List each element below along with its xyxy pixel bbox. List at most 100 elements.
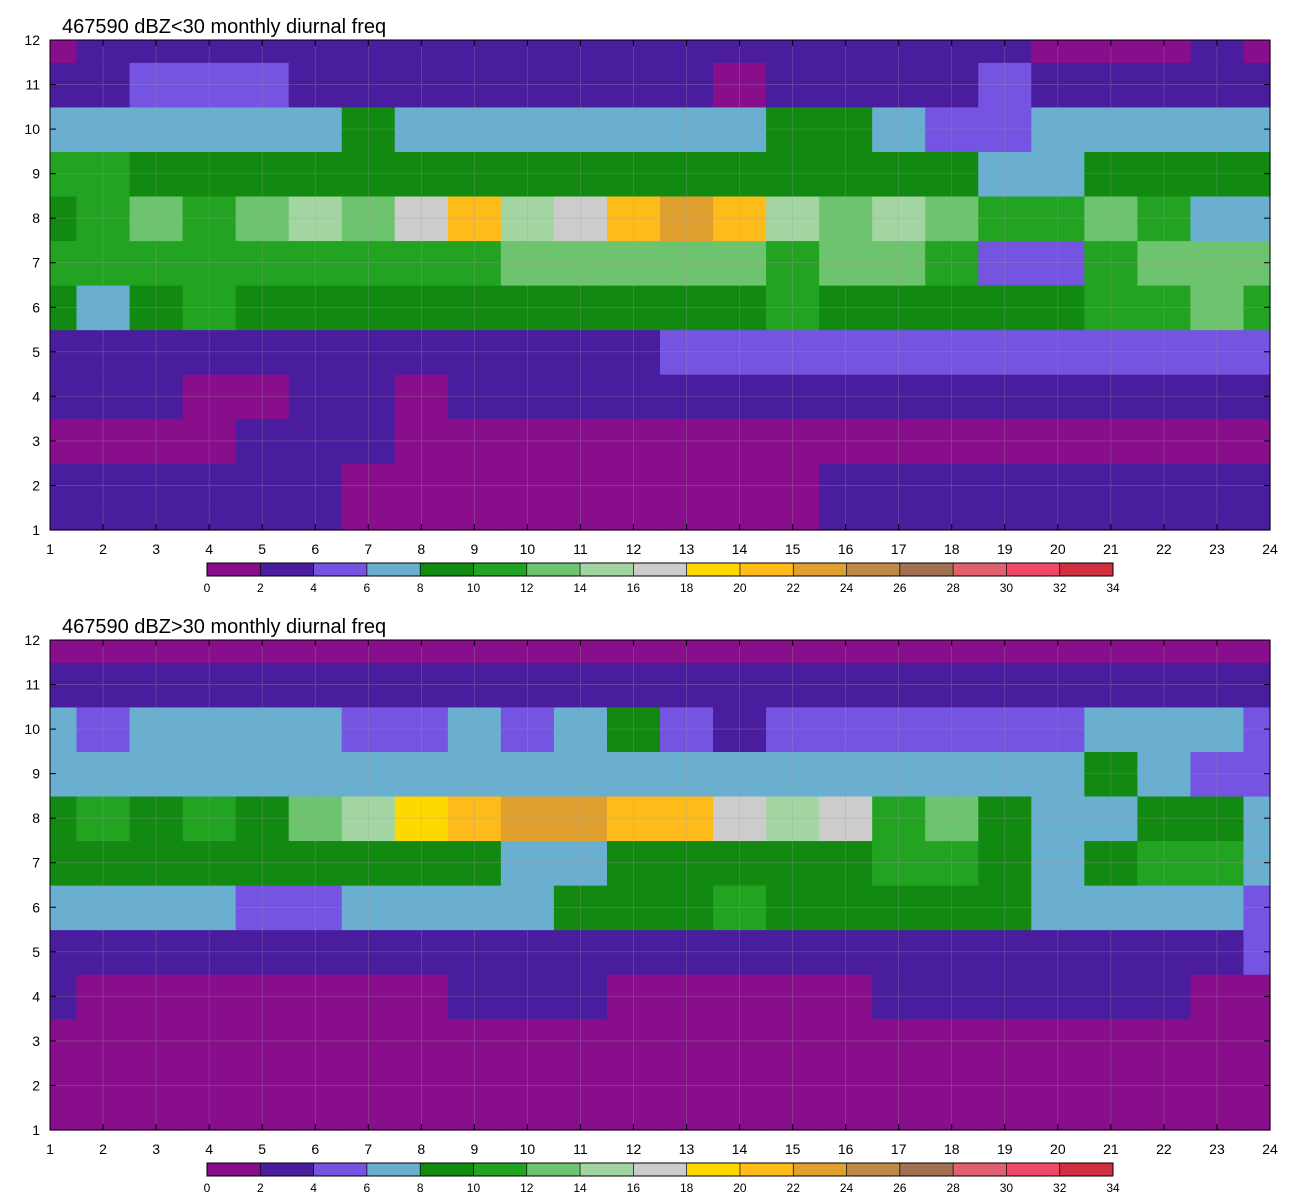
x-tick-label: 6 — [311, 541, 319, 557]
heatmap-cell — [819, 463, 873, 509]
heatmap-cell — [1031, 62, 1085, 108]
heatmap-cell — [182, 974, 237, 1020]
heatmap-cell — [288, 507, 343, 531]
heatmap-cell — [394, 374, 449, 420]
y-tick-label: 6 — [32, 899, 40, 915]
x-tick-label: 8 — [417, 1141, 425, 1157]
heatmap-cell — [129, 706, 184, 752]
colorbar-segment — [793, 1163, 847, 1176]
heatmap-cell — [713, 1107, 767, 1131]
heatmap-cell — [288, 640, 343, 663]
heatmap-cell — [1190, 1063, 1245, 1109]
heatmap-cell — [235, 929, 290, 975]
heatmap-cell — [76, 507, 131, 531]
heatmap-cell — [925, 662, 979, 708]
x-tick-label: 20 — [1050, 541, 1066, 557]
heatmap-cell — [978, 62, 1032, 108]
plot-frame — [49, 39, 1271, 531]
colorbar-tick-label: 24 — [840, 1181, 854, 1195]
heatmap-cell — [447, 706, 502, 752]
heatmap-cell — [606, 507, 661, 531]
heatmap-cell — [235, 195, 290, 242]
heatmap-cell — [182, 418, 237, 464]
heatmap-cell — [925, 1018, 979, 1064]
heatmap-cell — [235, 151, 290, 197]
heatmap-cell — [1031, 1018, 1085, 1064]
heatmap-cell — [606, 1063, 661, 1109]
heatmap-cell — [872, 662, 926, 708]
heatmap-cell — [553, 40, 608, 63]
colorbar-segment — [366, 1163, 421, 1176]
heatmap-cell — [341, 640, 396, 663]
heatmap-cell — [660, 1107, 714, 1131]
heatmap-cell — [500, 751, 555, 797]
heatmap-cell — [341, 662, 396, 708]
heatmap-cell — [235, 240, 290, 286]
heatmap-cell — [1137, 463, 1192, 509]
x-tick-label: 22 — [1156, 541, 1172, 557]
heatmap-cell — [76, 974, 131, 1020]
heatmap-cell — [660, 1018, 714, 1064]
colorbar-segment — [793, 563, 847, 576]
heatmap-cell — [872, 240, 926, 286]
heatmap-cell — [1137, 840, 1192, 886]
colorbar-segment — [633, 563, 688, 576]
heatmap-cell — [925, 751, 979, 797]
heatmap-cell — [447, 885, 502, 931]
heatmap-cell — [341, 374, 396, 420]
y-tick-label: 1 — [32, 522, 40, 538]
heatmap-cell — [1084, 62, 1138, 108]
heatmap-cell — [288, 751, 343, 797]
heatmap-cell — [713, 374, 767, 420]
heatmap-cell — [553, 62, 608, 108]
colorbar-tick-label: 10 — [467, 1181, 481, 1195]
y-tick-label: 4 — [32, 988, 40, 1004]
heatmap-cell — [447, 62, 502, 108]
colorbar-segment — [953, 1163, 1007, 1176]
heatmap-cell — [766, 195, 820, 242]
x-tick-label: 3 — [152, 541, 160, 557]
heatmap-cell — [1190, 840, 1245, 886]
heatmap-cell — [978, 329, 1032, 375]
colorbar-segment — [1059, 563, 1114, 576]
x-tick-label: 16 — [838, 1141, 854, 1157]
heatmap-cell — [1031, 329, 1085, 375]
heatmap-cell — [500, 1107, 555, 1131]
colorbar-segment — [1006, 563, 1061, 576]
heatmap-cell — [394, 40, 449, 63]
x-tick-label: 11 — [573, 541, 588, 557]
heatmap-cell — [1137, 929, 1192, 975]
heatmap-cell — [288, 929, 343, 975]
colorbar-tick-label: 8 — [417, 581, 424, 595]
heatmap-cell — [1137, 1018, 1192, 1064]
heatmap-cell — [235, 662, 290, 708]
heatmap-cell — [500, 795, 555, 842]
heatmap-cell — [819, 195, 873, 242]
heatmap-cell — [660, 418, 714, 464]
heatmap-cell — [766, 840, 820, 886]
heatmap-cell — [1190, 662, 1245, 708]
heatmap-cell — [1190, 285, 1245, 331]
colorbar-tick-label: 32 — [1053, 581, 1067, 595]
heatmap-cell — [1031, 285, 1085, 331]
colorbar-segment — [846, 563, 901, 576]
heatmap-cell — [500, 706, 555, 752]
heatmap-cell — [235, 795, 290, 842]
heatmap-cell — [766, 463, 820, 509]
heatmap-cell — [1243, 640, 1271, 663]
heatmap-cell — [500, 1063, 555, 1109]
x-tick-label: 9 — [470, 1141, 478, 1157]
heatmap-cell — [978, 795, 1032, 842]
colorbar-tick-label: 28 — [946, 581, 960, 595]
heatmap-cell — [1190, 751, 1245, 797]
heatmap-cell — [1190, 240, 1245, 286]
heatmap-cell — [660, 240, 714, 286]
heatmap-cell — [1137, 151, 1192, 197]
heatmap-cell — [925, 374, 979, 420]
heatmap-cell — [394, 795, 449, 842]
heatmap-cell — [660, 329, 714, 375]
heatmap-cell — [394, 463, 449, 509]
heatmap-cell — [182, 285, 237, 331]
x-tick-label: 13 — [679, 541, 695, 557]
heatmap-cell — [76, 1107, 131, 1131]
